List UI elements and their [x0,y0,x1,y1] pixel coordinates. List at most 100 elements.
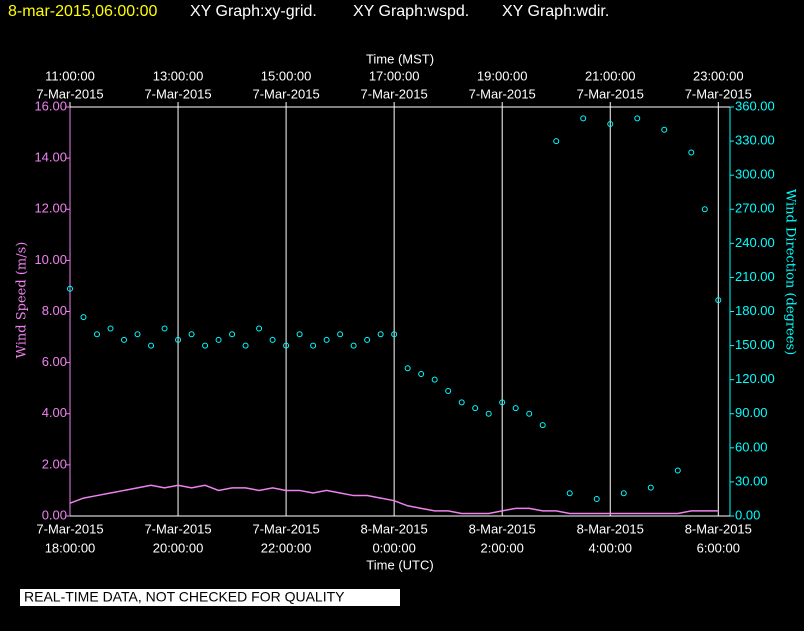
wdir-point [283,342,290,349]
y2-tick-label: 360.00 [735,98,775,113]
wdir-point [539,422,546,429]
wdir-point [134,331,141,338]
wdir-point [242,342,249,349]
wdir-point [404,365,411,372]
x2-tick-label: 7-Mar-2015 [361,86,428,101]
wdir-point [67,285,73,292]
wdir-point [269,336,276,343]
wdir-point [256,325,263,332]
wdir-point [148,342,155,349]
wdir-point [620,490,627,497]
y2-tick-label: 240.00 [735,235,775,250]
x2-tick-label: 23:00:00 [693,68,744,83]
wdir-point [499,399,506,406]
x-tick-label: 2:00:00 [481,540,524,555]
wdir-point [526,410,533,417]
wdir-point [634,115,641,122]
y-tick-label: 2.00 [42,456,67,471]
x-tick-label: 8-Mar-2015 [577,521,644,536]
graph-name: XY Graph:wdir. [502,3,609,20]
y2-tick-label: 60.00 [735,439,768,454]
wdir-point [188,331,195,338]
wdir-point [310,342,317,349]
wdir-point [107,325,114,332]
x-label: Time (UTC) [366,557,433,572]
x-tick-label: 6:00:00 [697,540,740,555]
wdir-point [715,297,722,304]
x2-tick-label: 7-Mar-2015 [685,86,752,101]
wdir-point [215,336,222,343]
y2-tick-label: 150.00 [735,337,775,352]
y2-tick-label: 330.00 [735,133,775,148]
wdir-point [337,331,344,338]
y2-tick-label: 0.00 [735,507,760,522]
y2-tick-label: 120.00 [735,371,775,386]
y2-tick-label: 90.00 [735,405,768,420]
y-tick-label: 6.00 [42,354,67,369]
y2-label: Wind Direction (degrees) [783,189,798,355]
wdir-point [364,336,371,343]
wdir-point [674,467,681,474]
y-tick-label: 8.00 [42,303,67,318]
x-tick-label: 8-Mar-2015 [469,521,536,536]
wdir-point [512,405,519,412]
wdir-point [377,331,384,338]
wdir-point [350,342,357,349]
y-tick-label: 0.00 [42,507,67,522]
wdir-point [418,370,425,377]
x-tick-label: 4:00:00 [589,540,632,555]
wdir-point [94,331,101,338]
wdir-point [175,336,182,343]
x2-tick-label: 21:00:00 [585,68,636,83]
x2-tick-label: 19:00:00 [477,68,528,83]
wdir-point [688,149,695,156]
footer-note: REAL-TIME DATA, NOT CHECKED FOR QUALITY [24,589,345,605]
x2-tick-label: 7-Mar-2015 [252,86,319,101]
x2-tick-label: 7-Mar-2015 [36,86,103,101]
x-tick-label: 0:00:00 [372,540,415,555]
y-label: Wind Speed (m/s) [15,242,30,359]
x2-tick-label: 11:00:00 [45,68,95,83]
y-tick-label: 10.00 [34,252,67,267]
wdir-point [580,115,587,122]
wdir-point [161,325,168,332]
x-tick-label: 22:00:00 [261,540,312,555]
timestamp: 8-mar-2015,06:00:00 [8,3,158,20]
wspd-line [69,484,719,515]
x2-tick-label: 15:00:00 [261,68,312,83]
note-box [20,589,400,606]
x-tick-label: 7-Mar-2015 [144,521,211,536]
wdir-point [553,138,560,145]
wdir-point [661,126,668,133]
wdir-point [391,331,398,338]
y2-tick-label: 180.00 [735,303,775,318]
wdir-point [472,405,479,412]
x-tick-label: 7-Mar-2015 [36,521,103,536]
wdir-point [566,490,573,497]
y2-tick-label: 210.00 [735,269,775,284]
wdir-point [431,376,438,383]
x-tick-label: 8-Mar-2015 [685,521,752,536]
x2-tick-label: 7-Mar-2015 [144,86,211,101]
wdir-point [607,121,614,128]
y2-tick-label: 30.00 [735,473,768,488]
wdir-point [80,314,87,321]
x2-tick-label: 7-Mar-2015 [577,86,644,101]
x2-tick-label: 7-Mar-2015 [469,86,536,101]
y-tick-label: 12.00 [34,201,67,216]
graph-name: XY Graph:xy-grid. [190,3,317,20]
wdir-point [485,410,492,417]
y2-tick-label: 270.00 [735,201,775,216]
y-tick-label: 16.00 [34,98,67,113]
wdir-point [121,336,128,343]
wdir-point [458,399,465,406]
x-tick-label: 8-Mar-2015 [361,521,428,536]
wdir-point [296,331,303,338]
wdir-point [445,388,452,395]
y2-tick-label: 300.00 [735,167,775,182]
x2-label: Time (MST) [366,51,434,66]
wdir-point [647,484,654,491]
y-tick-label: 14.00 [34,150,67,165]
